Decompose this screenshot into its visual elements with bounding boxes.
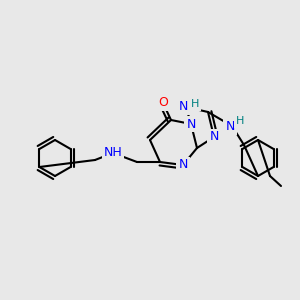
Text: N: N bbox=[178, 158, 188, 172]
Text: N: N bbox=[209, 130, 219, 143]
Text: N: N bbox=[186, 118, 196, 130]
Text: N: N bbox=[178, 100, 188, 113]
Text: NH: NH bbox=[103, 146, 122, 160]
Text: O: O bbox=[158, 97, 168, 110]
Text: H: H bbox=[236, 116, 244, 126]
Text: N: N bbox=[225, 121, 235, 134]
Text: H: H bbox=[191, 99, 199, 109]
